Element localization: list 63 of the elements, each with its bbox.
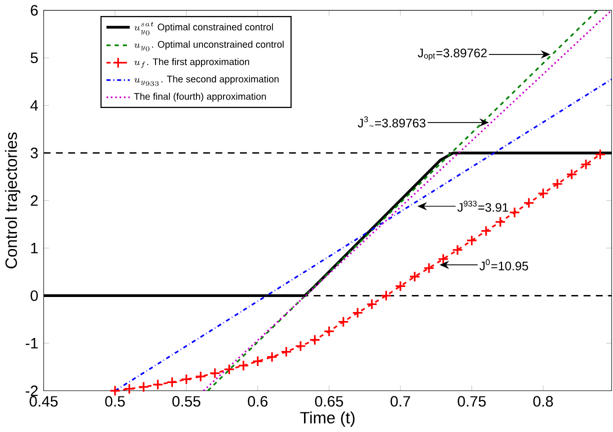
point <box>124 383 135 395</box>
x-tick-label: 0.75 <box>458 396 486 407</box>
point <box>338 316 349 328</box>
point <box>594 148 606 160</box>
y-tick-label: 4 <box>30 100 38 111</box>
y-tick-label: 0 <box>30 290 38 302</box>
point <box>352 307 364 318</box>
point <box>224 364 235 376</box>
point <box>438 254 449 265</box>
point <box>494 216 506 228</box>
y-tick-label: 3 <box>30 148 38 158</box>
point <box>552 178 563 190</box>
x-tick-label: 0.5 <box>105 396 125 407</box>
legend-label: $u_{y_{933}}\mbox{. The second approximation}$ <box>134 76 279 86</box>
point <box>309 334 320 346</box>
point <box>466 235 478 246</box>
point <box>452 244 464 256</box>
point <box>509 206 520 218</box>
point <box>366 298 378 310</box>
point <box>252 356 264 368</box>
point <box>238 360 250 372</box>
point <box>209 368 221 379</box>
point <box>423 262 435 274</box>
point <box>152 379 164 390</box>
point <box>409 271 420 282</box>
point <box>566 168 578 180</box>
point <box>195 371 206 382</box>
annotation: J$_{opt}$=3.89762 <box>418 48 487 60</box>
point <box>280 346 292 358</box>
point <box>580 158 592 170</box>
point <box>109 385 121 396</box>
point <box>523 197 534 209</box>
point <box>166 376 178 388</box>
legend-label: $\mbox{The final (fourth) approximation}$ <box>134 92 266 102</box>
legend-label: $u_{y_0}\mbox{. Optimal unconstrained control}$ <box>134 40 284 52</box>
x-tick-label: 0.65 <box>315 396 344 407</box>
annotation: J$^{0}$=10.95 <box>480 259 528 270</box>
y-tick-label: 1 <box>31 243 38 254</box>
y-tick-label: -1 <box>26 338 38 348</box>
point <box>538 188 549 200</box>
point <box>294 340 306 352</box>
point <box>266 352 278 363</box>
y-tick-label: 2 <box>30 195 38 206</box>
x-tick-label: 0.55 <box>172 396 200 407</box>
annotation: J$^{933}$=3.91 <box>457 200 508 212</box>
x-tick-label: 0.7 <box>390 396 410 407</box>
x-tick-label: 0.8 <box>533 396 553 407</box>
point <box>323 326 335 338</box>
x-tick-label: 0.45 <box>30 396 58 407</box>
legend-label: $u_{f}\mbox{. The first approximation}$ <box>134 58 250 68</box>
x-tick-label: 0.6 <box>248 396 268 407</box>
point <box>394 280 406 292</box>
point <box>380 290 392 302</box>
legend-label: $u^{sat}_{y_0}\ \mbox{Optimal constrained control}$ <box>134 22 273 36</box>
y-tick-label: -2 <box>26 386 38 396</box>
x-axis-title: Time (t) <box>300 412 354 427</box>
y-tick-label: 6 <box>30 5 38 16</box>
annotation: J$^{3}$$_{~}$=3.89763 <box>358 116 426 128</box>
y-axis-title: Control trajectories <box>5 132 20 268</box>
point <box>480 226 492 237</box>
point <box>180 374 192 386</box>
point <box>138 382 150 393</box>
y-tick-label: 5 <box>30 52 38 64</box>
